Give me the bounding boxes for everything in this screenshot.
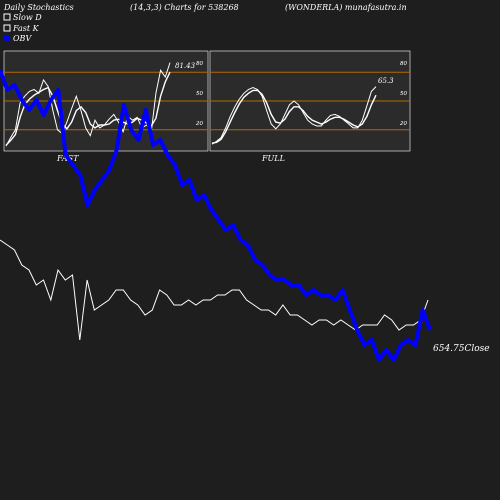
- full-tick-50: 50: [400, 91, 407, 97]
- legend-swatch-slow-d: [3, 13, 11, 21]
- full-series-line-0: [211, 86, 377, 145]
- legend-label-fast-k: Fast K: [12, 24, 40, 33]
- legend-swatch-fast-k: [3, 24, 11, 32]
- full-last-value: 65.3: [378, 77, 394, 85]
- fast-last-value: 81.43: [175, 62, 196, 70]
- chart-symbol: (WONDERLA) munafasutra.in: [285, 3, 407, 12]
- close-value-label: 654.75Close: [433, 344, 490, 354]
- full-tick-20: 20: [400, 121, 407, 127]
- full-tick-80: 80: [400, 61, 407, 67]
- chart-title: Daily Stochastics: [3, 3, 74, 12]
- fast-tick-80: 80: [196, 61, 203, 67]
- close-price-line: [0, 239, 429, 341]
- legend-label-obv: OBV: [13, 34, 32, 43]
- fast-tick-50: 50: [196, 91, 203, 97]
- legend-label-slow-d: Slow D: [13, 13, 42, 22]
- obv-line: [0, 69, 432, 362]
- chart-params: (14,3,3) Charts for 538268: [130, 3, 239, 12]
- legend-swatch-obv: [3, 34, 11, 42]
- fast-tick-20: 20: [196, 121, 203, 127]
- full-series-line-1: [211, 89, 377, 144]
- full-panel-label: FULL: [261, 154, 285, 163]
